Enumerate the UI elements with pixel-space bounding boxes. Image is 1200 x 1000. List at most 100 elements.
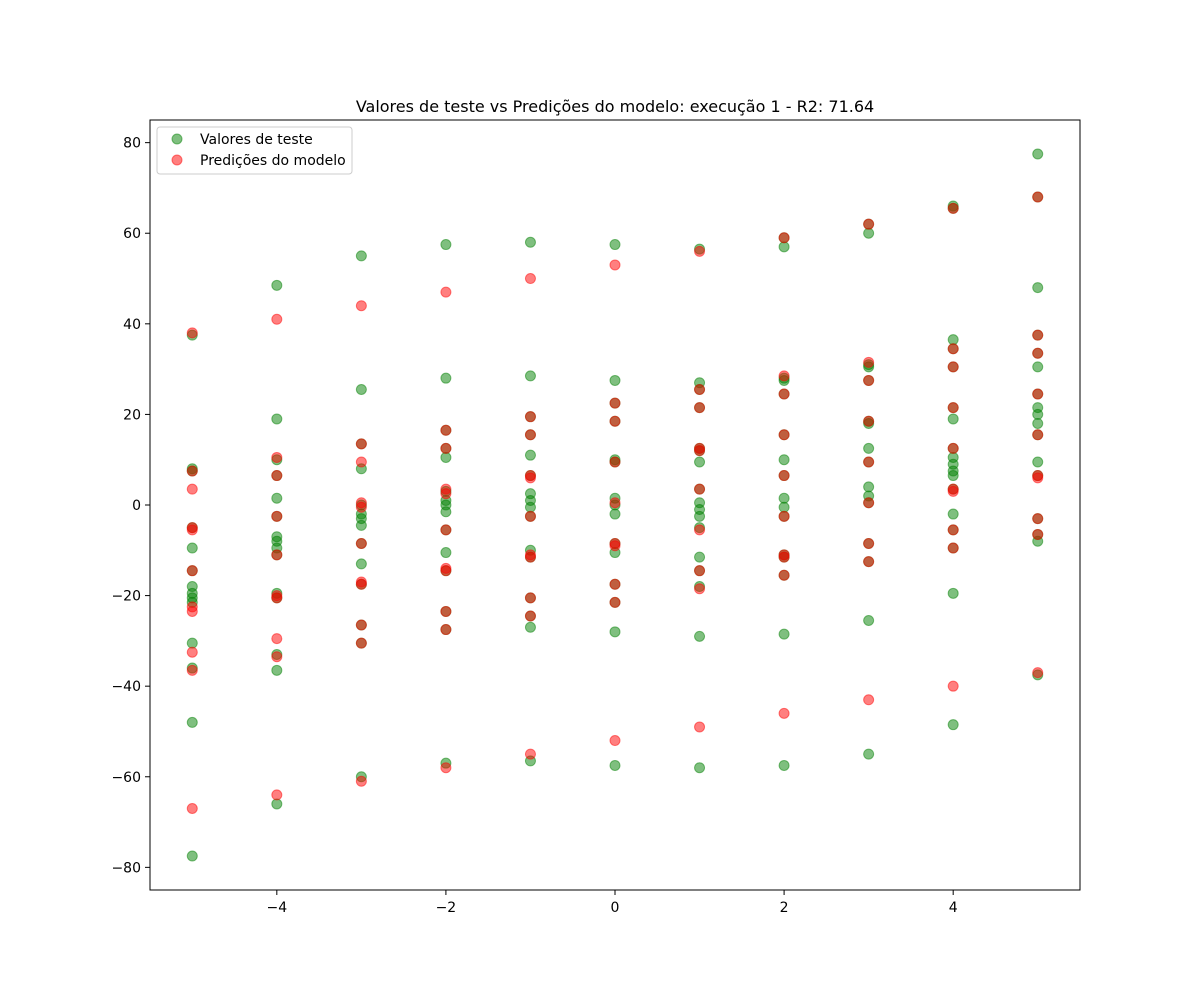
data-point <box>524 501 536 513</box>
data-point <box>440 488 452 500</box>
data-point <box>863 374 875 386</box>
legend: Valores de teste Predições do modelo <box>156 126 353 175</box>
data-point <box>271 279 283 291</box>
data-point <box>271 313 283 325</box>
data-point <box>524 510 536 522</box>
x-tick-label: 4 <box>949 900 958 916</box>
y-tick-label: 80 <box>123 136 141 152</box>
data-point <box>355 637 367 649</box>
data-point <box>1032 513 1044 525</box>
data-point <box>440 506 452 518</box>
data-point <box>947 680 959 692</box>
data-point <box>694 445 706 457</box>
data-point <box>440 624 452 636</box>
data-point <box>271 633 283 645</box>
data-point <box>947 542 959 554</box>
data-point <box>778 510 790 522</box>
data-point <box>778 551 790 563</box>
data-point <box>186 327 198 339</box>
data-point <box>863 481 875 493</box>
data-point <box>186 565 198 577</box>
data-point <box>186 646 198 658</box>
x-tick-label: 2 <box>780 900 789 916</box>
data-point <box>355 538 367 549</box>
data-point <box>1032 456 1044 468</box>
data-point <box>1032 667 1044 679</box>
data-point <box>440 424 452 436</box>
data-point <box>524 610 536 622</box>
data-point <box>271 492 283 504</box>
data-point <box>1032 528 1044 540</box>
data-point <box>355 250 367 262</box>
data-point <box>947 361 959 373</box>
data-point <box>524 429 536 441</box>
data-point <box>440 565 452 577</box>
data-point <box>609 415 621 427</box>
data-point <box>609 259 621 271</box>
data-point <box>863 615 875 626</box>
data-point <box>778 232 790 244</box>
plot-frame <box>149 119 1081 891</box>
data-point <box>863 456 875 468</box>
data-point <box>1032 148 1044 160</box>
data-point <box>355 578 367 590</box>
y-tick-label: 40 <box>123 317 141 333</box>
data-point <box>863 556 875 568</box>
x-axis: −4 −2 0 2 4 <box>266 890 958 916</box>
data-point <box>524 551 536 563</box>
x-tick-label: −4 <box>266 900 287 916</box>
data-point <box>524 449 536 461</box>
legend-box <box>156 126 353 175</box>
data-point <box>186 542 198 554</box>
data-point <box>609 508 621 520</box>
data-point <box>778 370 790 382</box>
y-tick-label: −60 <box>111 770 141 786</box>
data-point <box>186 605 198 617</box>
chart-title: Valores de teste vs Predições do modelo:… <box>356 97 874 116</box>
data-point <box>271 510 283 522</box>
data-point <box>271 549 283 561</box>
data-point <box>778 759 790 771</box>
data-point <box>440 239 452 251</box>
data-point <box>271 789 283 801</box>
data-point <box>186 850 198 862</box>
data-point <box>947 508 959 520</box>
legend-label-predicoes-do-modelo: Predições do modelo <box>200 153 346 169</box>
data-point <box>271 664 283 676</box>
x-tick-label: −2 <box>436 900 457 916</box>
data-point <box>1032 429 1044 441</box>
data-point <box>863 538 875 549</box>
data-point <box>609 578 621 590</box>
data-point <box>694 456 706 468</box>
data-point <box>1032 329 1044 341</box>
data-point <box>694 524 706 536</box>
data-point <box>524 472 536 484</box>
data-point <box>863 442 875 454</box>
data-point <box>947 402 959 414</box>
data-point <box>355 438 367 450</box>
data-point <box>778 628 790 640</box>
data-point <box>271 413 283 425</box>
y-tick-label: −40 <box>111 679 141 695</box>
data-point <box>355 501 367 513</box>
data-point <box>863 356 875 368</box>
data-point <box>609 456 621 468</box>
data-point <box>694 565 706 577</box>
data-point <box>694 483 706 495</box>
data-point <box>355 775 367 787</box>
data-point <box>778 454 790 466</box>
data-point <box>863 227 875 239</box>
data-point <box>1032 361 1044 373</box>
data-point <box>609 596 621 608</box>
data-point <box>1032 388 1044 400</box>
data-point <box>778 388 790 400</box>
data-point <box>440 442 452 454</box>
data-point <box>947 343 959 355</box>
data-point <box>609 397 621 409</box>
data-point <box>947 587 959 599</box>
data-point <box>609 735 621 747</box>
data-point <box>186 483 198 495</box>
data-point <box>524 592 536 604</box>
data-point <box>947 202 959 214</box>
